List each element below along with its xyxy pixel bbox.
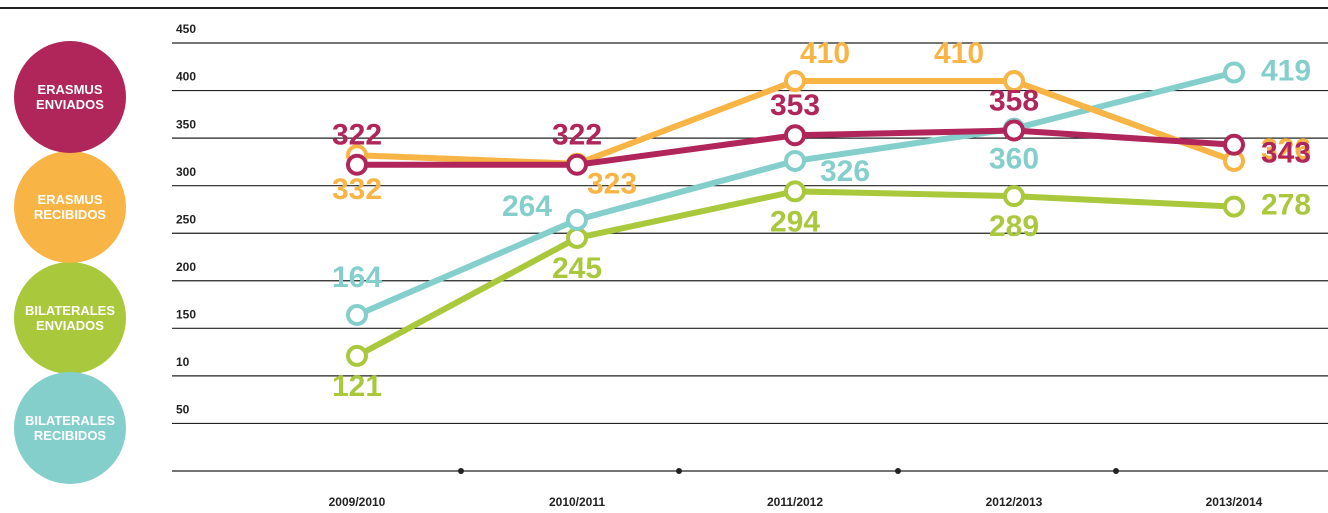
y-tick-label: 400 [176, 70, 196, 84]
data-point [346, 304, 368, 327]
data-point [566, 226, 588, 249]
data-label: 164 [332, 261, 382, 294]
data-label: 294 [770, 205, 820, 238]
data-label: 326 [1261, 133, 1311, 166]
data-label: 332 [332, 173, 382, 206]
legend-label: BILATERALES ENVIADOS [24, 303, 116, 333]
data-point [784, 124, 806, 147]
y-tick-label: 150 [176, 308, 196, 322]
x-tick-label: 2010/2011 [549, 495, 605, 509]
data-point [784, 149, 806, 172]
legend-label: ERASMUS ENVIADOS [36, 82, 104, 112]
data-label: 343 [1261, 137, 1311, 170]
x-tick-label: 2011/2012 [767, 495, 823, 509]
data-label: 326 [820, 155, 870, 188]
data-label: 264 [502, 190, 552, 223]
x-tick-label: 2012/2013 [986, 495, 1043, 509]
axis-dot [1113, 468, 1119, 474]
y-tick-label: 300 [176, 165, 196, 179]
data-label: 278 [1261, 189, 1311, 222]
legend-item: ERASMUS RECIBIDOS [14, 151, 126, 263]
data-point [1003, 119, 1025, 142]
data-point [1223, 133, 1245, 156]
y-tick-label: 450 [176, 22, 196, 36]
data-label: 419 [1261, 54, 1311, 87]
axis-dot [458, 468, 464, 474]
x-tick-label: 2009/2010 [329, 495, 386, 509]
axis-dot [676, 468, 682, 474]
legend-label: BILATERALES RECIBIDOS [24, 413, 116, 443]
data-point [784, 180, 806, 203]
y-tick-label: 10 [176, 355, 190, 369]
y-tick-label: 200 [176, 260, 196, 274]
data-label: 289 [989, 210, 1039, 243]
data-label: 322 [332, 119, 382, 152]
data-label: 410 [934, 37, 984, 70]
data-label: 121 [332, 370, 382, 403]
data-point [566, 208, 588, 231]
data-label: 358 [989, 84, 1039, 117]
data-label: 245 [552, 252, 602, 285]
data-label: 322 [552, 119, 602, 152]
y-tick-label: 350 [176, 117, 196, 131]
data-point [346, 344, 368, 367]
legend-label: ERASMUS RECIBIDOS [33, 192, 107, 222]
legend-item: BILATERALES ENVIADOS [14, 262, 126, 374]
data-point [1003, 185, 1025, 208]
data-point [1223, 61, 1245, 84]
legend-item: BILATERALES RECIBIDOS [14, 372, 126, 484]
data-label: 360 [989, 143, 1039, 176]
data-point [1223, 195, 1245, 218]
data-point [566, 153, 588, 176]
data-label: 410 [800, 37, 850, 70]
data-label: 353 [770, 89, 820, 122]
data-point [784, 70, 806, 93]
data-label: 323 [587, 168, 637, 201]
legend-item: ERASMUS ENVIADOS [14, 41, 126, 153]
data-point [1003, 70, 1025, 93]
x-tick-label: 2013/2014 [1206, 495, 1263, 509]
y-tick-label: 50 [176, 403, 190, 417]
y-tick-label: 250 [176, 212, 196, 226]
data-point [346, 153, 368, 176]
axis-dot [895, 468, 901, 474]
